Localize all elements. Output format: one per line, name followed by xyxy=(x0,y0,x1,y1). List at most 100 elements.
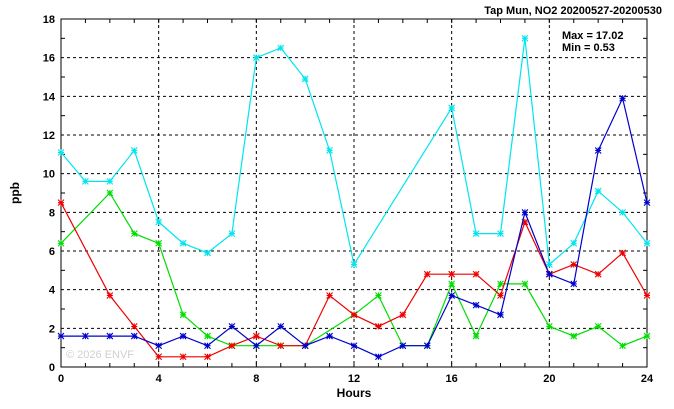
series-3 xyxy=(57,94,651,361)
data-point xyxy=(497,280,504,288)
data-point xyxy=(301,75,309,83)
data-point xyxy=(497,230,504,237)
data-point xyxy=(448,280,456,288)
series-line xyxy=(60,38,648,267)
x-tick-label: 4 xyxy=(156,373,163,385)
data-point xyxy=(497,311,504,319)
min-value-label: Min = 0.53 xyxy=(562,42,615,54)
y-tick-label: 16 xyxy=(43,53,55,65)
data-point xyxy=(619,342,626,350)
data-point xyxy=(619,208,626,216)
data-point xyxy=(472,332,480,340)
y-tick-label: 0 xyxy=(49,362,55,374)
chart-title: Tap Mun, NO2 20200527-20200530 xyxy=(484,5,662,17)
data-point xyxy=(375,323,382,330)
data-point xyxy=(399,311,407,319)
data-point xyxy=(594,147,602,154)
data-point xyxy=(155,239,163,247)
data-point xyxy=(57,199,65,207)
data-point xyxy=(252,54,260,62)
data-point xyxy=(326,292,333,299)
data-point xyxy=(521,280,529,288)
data-point xyxy=(179,332,187,340)
data-point xyxy=(594,270,602,278)
data-point xyxy=(155,342,163,350)
data-point xyxy=(155,353,163,361)
x-tick-label: 24 xyxy=(641,373,654,385)
data-point xyxy=(277,323,285,330)
data-point xyxy=(204,342,211,350)
x-tick-label: 0 xyxy=(58,373,64,385)
data-point xyxy=(423,270,431,278)
y-tick-label: 14 xyxy=(43,91,56,103)
x-tick-label: 20 xyxy=(543,373,555,385)
data-point xyxy=(350,261,358,268)
y-tick-label: 10 xyxy=(43,169,55,181)
data-point xyxy=(57,149,65,156)
data-point xyxy=(130,332,138,340)
data-series xyxy=(57,34,651,361)
max-value-label: Max = 17.02 xyxy=(562,30,623,42)
data-point xyxy=(179,311,187,319)
data-point xyxy=(399,342,407,350)
y-tick-label: 2 xyxy=(49,323,55,335)
data-point xyxy=(179,239,187,247)
data-point xyxy=(277,44,285,52)
data-point xyxy=(423,342,431,350)
data-point xyxy=(643,239,651,247)
data-point xyxy=(350,311,358,319)
data-point xyxy=(326,147,333,154)
data-point xyxy=(545,261,553,268)
data-point xyxy=(375,292,382,299)
data-point xyxy=(228,323,236,330)
data-point xyxy=(155,218,163,226)
data-point xyxy=(106,189,114,197)
data-point xyxy=(204,332,211,340)
data-point xyxy=(521,208,529,216)
y-tick-label: 4 xyxy=(49,285,56,297)
data-point xyxy=(472,270,480,278)
data-point xyxy=(179,353,187,361)
data-point xyxy=(521,218,529,226)
data-point xyxy=(228,342,236,350)
data-point xyxy=(472,301,480,309)
grid-lines xyxy=(61,19,647,367)
y-tick-label: 12 xyxy=(43,130,55,142)
y-axis-title: ppb xyxy=(8,182,22,204)
data-point xyxy=(82,332,89,340)
data-point xyxy=(301,342,309,350)
data-point xyxy=(106,292,114,299)
data-point xyxy=(570,332,578,340)
data-point xyxy=(106,332,114,340)
data-point xyxy=(497,292,504,299)
x-axis-title: Hours xyxy=(337,386,372,400)
watermark-text: © 2026 ENVF xyxy=(66,349,134,361)
y-tick-label: 6 xyxy=(49,246,55,258)
data-point xyxy=(643,199,651,207)
data-point xyxy=(82,178,89,185)
data-point xyxy=(545,323,553,330)
data-point xyxy=(252,332,260,340)
data-point xyxy=(204,249,211,257)
data-point xyxy=(130,147,138,154)
data-point xyxy=(106,178,114,185)
data-point xyxy=(448,292,456,299)
data-point xyxy=(643,332,651,340)
data-point xyxy=(448,104,456,112)
data-point xyxy=(350,342,358,350)
data-point xyxy=(130,230,138,237)
x-tick-label: 8 xyxy=(253,373,259,385)
data-point xyxy=(57,332,65,340)
data-point xyxy=(375,353,382,361)
data-point xyxy=(228,230,236,237)
data-point xyxy=(594,187,602,195)
x-tick-label: 16 xyxy=(446,373,458,385)
x-tick-label: 12 xyxy=(348,373,360,385)
y-tick-label: 18 xyxy=(43,14,55,26)
data-point xyxy=(570,261,578,268)
data-point xyxy=(326,332,333,340)
series-line xyxy=(60,202,648,358)
data-point xyxy=(204,353,211,361)
